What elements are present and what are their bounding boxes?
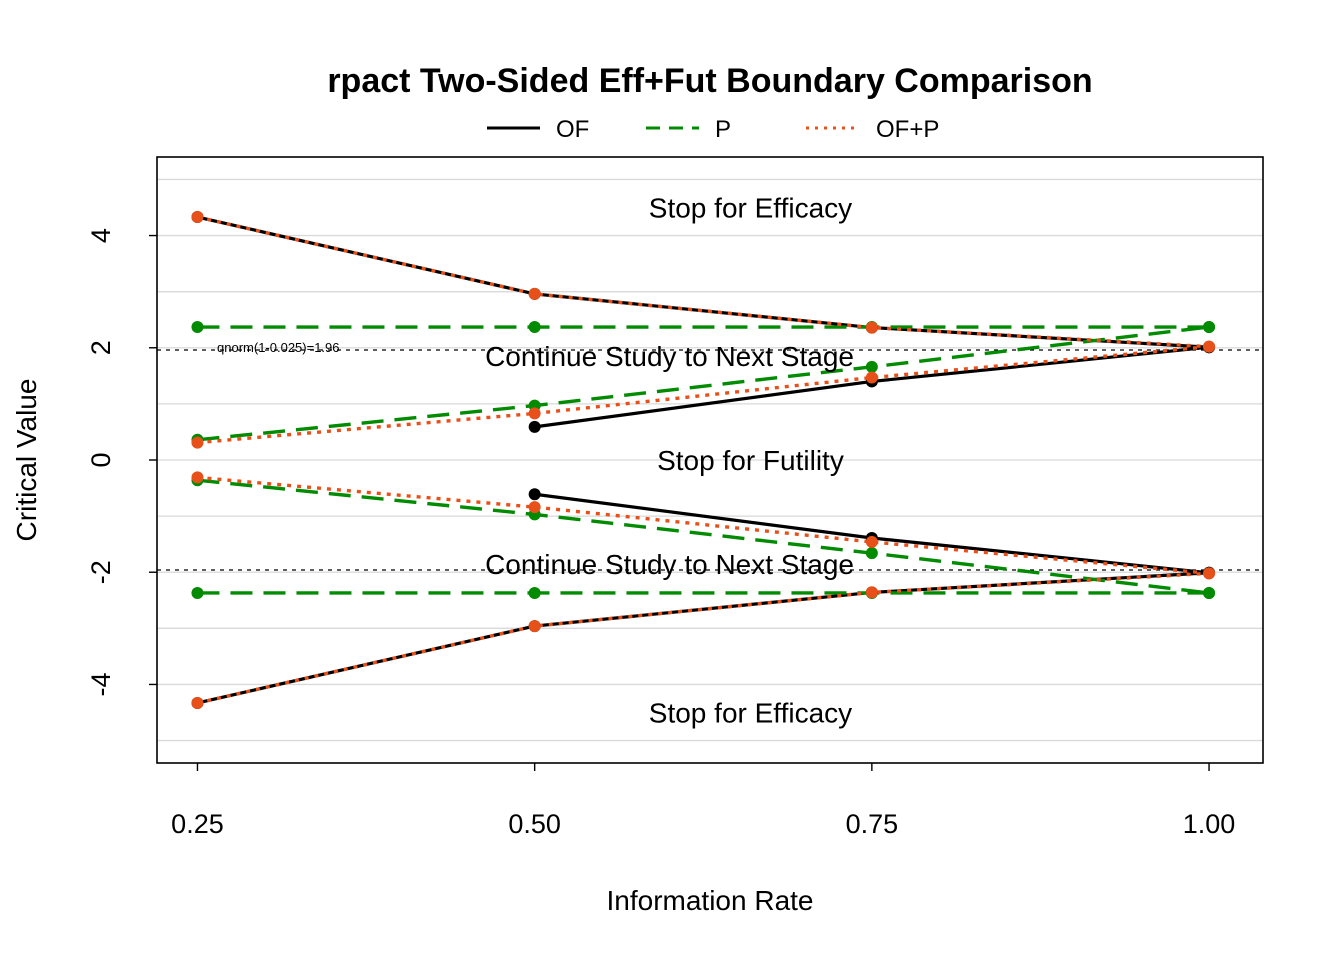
data-point-ofpp xyxy=(191,696,204,709)
series-line-ofpp-9 xyxy=(197,571,1210,705)
x-tick-label: 1.00 xyxy=(1183,809,1236,839)
region-label: Continue Study to Next Stage xyxy=(485,341,854,372)
data-point-ofpp xyxy=(865,371,878,384)
legend-label-of: OF xyxy=(556,116,589,143)
series-line-p-7 xyxy=(197,478,1210,595)
data-point-of xyxy=(528,488,541,501)
data-point-ofpp xyxy=(528,407,541,420)
reference-lines: qnorm(1-0.025)=1.96 xyxy=(157,340,1263,571)
x-tick-label: 0.50 xyxy=(508,809,561,839)
x-axis-title: Information Rate xyxy=(607,885,814,916)
y-tick-label: 0 xyxy=(86,452,116,467)
data-point-ofpp xyxy=(1203,340,1216,353)
y-tick-label: -4 xyxy=(86,672,116,696)
data-point-ofpp xyxy=(865,321,878,334)
axes: 0.25 0.50 0.75 1.00 -4 -2 0 2 4 xyxy=(86,156,1264,839)
data-point-ofpp xyxy=(191,436,204,449)
data-point-p xyxy=(1203,321,1216,334)
data-point-ofpp xyxy=(528,620,541,633)
data-point-p xyxy=(865,360,878,373)
chart-title: rpact Two-Sided Eff+Fut Boundary Compari… xyxy=(327,62,1092,100)
x-tick-label: 0.75 xyxy=(846,809,899,839)
data-point-of xyxy=(528,420,541,433)
data-point-p xyxy=(528,321,541,334)
x-tick-label: 0.25 xyxy=(171,809,224,839)
grid xyxy=(157,178,1263,742)
series-line-ofpp-8 xyxy=(197,215,1210,349)
data-point-ofpp xyxy=(865,586,878,599)
data-point-p xyxy=(1203,586,1216,599)
region-label: Stop for Efficacy xyxy=(649,193,852,224)
legend-label-p: P xyxy=(715,116,731,143)
region-label: Continue Study to Next Stage xyxy=(485,549,854,580)
series-line-p-6 xyxy=(197,325,1210,442)
data-point-ofpp xyxy=(191,211,204,224)
data-point-p xyxy=(528,586,541,599)
y-tick-label: 2 xyxy=(86,340,116,355)
data-point-ofpp xyxy=(865,535,878,548)
y-axis-title: Critical Value xyxy=(11,379,42,542)
region-label: Stop for Efficacy xyxy=(649,698,852,729)
data-point-ofpp xyxy=(1203,567,1216,580)
data-point-p xyxy=(191,321,204,334)
series xyxy=(191,211,1216,709)
data-point-ofpp xyxy=(528,501,541,514)
region-annotations: Stop for Efficacy Continue Study to Next … xyxy=(485,193,854,729)
data-point-p xyxy=(191,586,204,599)
y-tick-label: 4 xyxy=(86,228,116,243)
legend-label-ofp: OF+P xyxy=(876,116,939,143)
region-label: Stop for Futility xyxy=(657,445,844,476)
y-tick-label: -2 xyxy=(86,560,116,584)
data-point-ofpp xyxy=(191,471,204,484)
reference-line-label: qnorm(1-0.025)=1.96 xyxy=(217,340,340,355)
data-point-p xyxy=(865,547,878,560)
legend: OF P OF+P xyxy=(487,116,939,143)
data-point-ofpp xyxy=(528,287,541,300)
